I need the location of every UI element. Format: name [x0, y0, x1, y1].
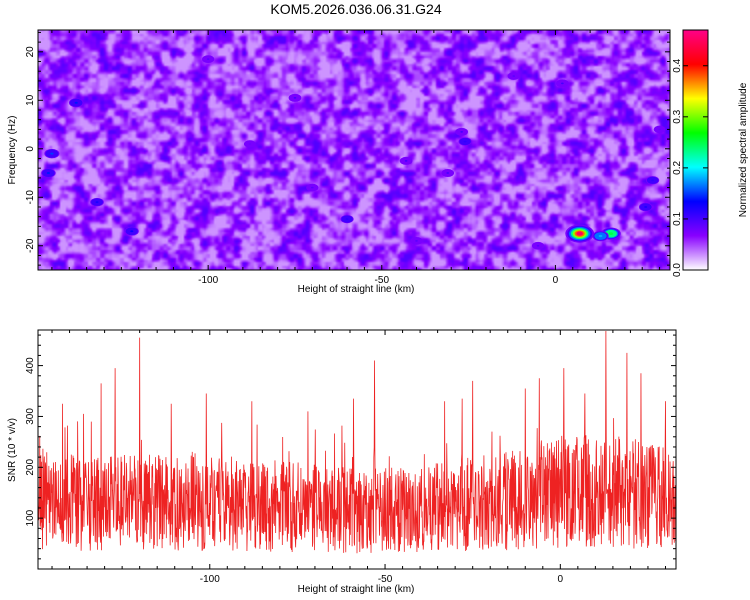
snr-xlabel: Height of straight line (km): [298, 584, 415, 595]
heatmap-hotspot: [206, 58, 210, 60]
heatmap-hotspot: [651, 179, 655, 182]
heatmap-hotspot: [460, 130, 464, 133]
colorbar-tick-label: 0.4: [672, 58, 683, 72]
heatmap-hotspot: [248, 143, 252, 145]
heatmap-hotspot: [345, 218, 349, 221]
colorbar: 0.0 0.1 0.2 0.3 0.4 Normalized spectral ampl…: [672, 29, 749, 277]
heatmap-hotspot: [576, 231, 583, 236]
heatmap-hotspot: [46, 172, 51, 175]
colorbar-tick-label: 0.2: [672, 160, 683, 174]
heatmap-hotspot: [644, 206, 648, 208]
heatmap-xtick-label: -100: [198, 275, 218, 286]
snr-ytick-label: 300: [25, 408, 36, 425]
heatmap-hotspot: [310, 186, 314, 189]
colorbar-tick-label: 0.0: [672, 263, 683, 277]
colorbar-label: Normalized spectral amplitude: [738, 82, 749, 217]
colorbar-ticks: 0.0 0.1 0.2 0.3 0.4: [672, 58, 708, 277]
heatmap-hotspot: [446, 172, 450, 174]
heatmap-hotspot: [536, 244, 540, 247]
heatmap-xlabel: Height of straight line (km): [298, 284, 415, 295]
heatmap-hotspot: [463, 140, 467, 143]
heatmap-hotspot: [658, 128, 661, 131]
heatmap-hotspot: [608, 232, 614, 235]
snr-series-line: [38, 331, 676, 554]
heatmap-ytick-label: -20: [25, 238, 36, 253]
heatmap-ytick-label: 0: [25, 146, 36, 152]
snr-ylabel: SNR (10 * v/v): [7, 418, 18, 482]
colorbar-tick-label: 0.3: [672, 109, 683, 123]
snr-ytick-label: 400: [25, 357, 36, 374]
heatmap-ytick-label: 20: [25, 46, 36, 58]
snr-ytick-label: 200: [25, 459, 36, 476]
heatmap-xtick-label: 0: [553, 275, 559, 286]
heatmap-ytick-label: 10: [25, 94, 36, 106]
snr-xtick-label: 0: [558, 574, 564, 585]
heatmap-ylabel: Frequency (Hz): [7, 116, 18, 185]
heatmap-hotspot: [50, 152, 54, 155]
heatmap-ytick-label: -10: [25, 190, 36, 205]
heatmap-xtick-label: -50: [375, 275, 390, 286]
heatmap-hotspot: [404, 160, 408, 162]
heatmap-hotspot: [560, 82, 564, 85]
snr-frame: [37, 329, 677, 570]
heatmap-field: [38, 30, 670, 270]
heatmap-hotspot: [130, 230, 134, 233]
snr-ytick-label: 100: [25, 509, 36, 526]
heatmap-frame: [37, 29, 671, 271]
heatmap-image: [38, 30, 670, 270]
snr-panel: -100 -50 0 100 200 300 400 Height of straight …: [7, 329, 677, 595]
figure-title: KOM5.2026.036.06.31.G24: [270, 1, 441, 17]
heatmap-hotspot: [74, 101, 78, 104]
heatmap-hotspot: [293, 96, 297, 99]
heatmap-hotspot: [512, 75, 516, 77]
snr-ticks: -100 -50 0 100 200 300 400: [25, 330, 676, 585]
heatmap-hotspots: [41, 55, 666, 250]
snr-xtick-label: -50: [378, 574, 393, 585]
heatmap-hotspot: [598, 234, 603, 238]
colorbar-tick-label: 0.1: [672, 212, 683, 226]
heatmap-hotspot: [95, 201, 99, 204]
heatmap-hotspot: [415, 240, 418, 242]
snr-xtick-label: -100: [200, 574, 220, 585]
colorbar-gradient: [682, 29, 709, 271]
